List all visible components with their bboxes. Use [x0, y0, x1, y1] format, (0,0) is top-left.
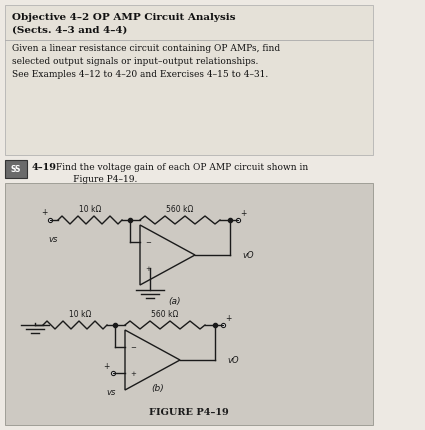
Text: FIGURE P4–19: FIGURE P4–19: [149, 407, 229, 416]
Text: (a): (a): [169, 297, 181, 305]
Text: 560 kΩ: 560 kΩ: [166, 205, 194, 214]
Text: Find the voltage gain of each OP AMP circuit shown in
       Figure P4–19.: Find the voltage gain of each OP AMP cir…: [53, 163, 308, 184]
Text: (b): (b): [151, 383, 164, 392]
Text: SS: SS: [11, 165, 21, 174]
Text: Given a linear resistance circuit containing OP AMPs, find
selected output signa: Given a linear resistance circuit contai…: [12, 44, 280, 79]
Text: +: +: [240, 209, 246, 218]
Text: +: +: [130, 370, 136, 376]
Text: +: +: [145, 266, 151, 272]
Text: vs: vs: [106, 387, 116, 396]
Bar: [5, 6, 373, 156]
Bar: [5, 184, 373, 425]
Text: 4–19: 4–19: [32, 163, 57, 172]
Text: +: +: [225, 313, 231, 322]
Text: vs: vs: [48, 234, 57, 243]
Text: Objective 4–2 OP AMP Circuit Analysis: Objective 4–2 OP AMP Circuit Analysis: [12, 13, 235, 22]
Text: (Sects. 4–3 and 4–4): (Sects. 4–3 and 4–4): [12, 26, 127, 35]
Text: +: +: [42, 208, 48, 216]
Text: 10 kΩ: 10 kΩ: [69, 309, 91, 318]
Text: −: −: [145, 239, 151, 245]
Text: 560 kΩ: 560 kΩ: [151, 309, 178, 318]
Text: vO: vO: [227, 356, 238, 365]
Text: +: +: [104, 361, 110, 370]
Text: −: −: [130, 344, 136, 350]
Bar: [5, 161, 27, 178]
Text: vO: vO: [242, 251, 254, 260]
Text: 10 kΩ: 10 kΩ: [79, 205, 101, 214]
